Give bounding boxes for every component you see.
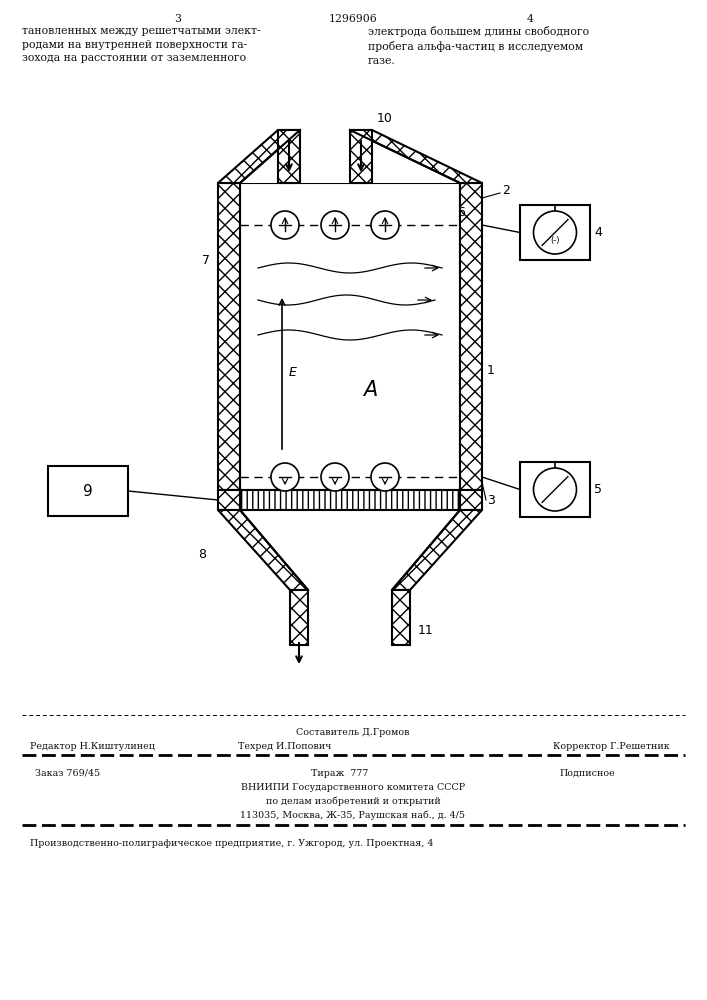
Text: 5: 5 (594, 483, 602, 496)
Text: 3: 3 (487, 493, 495, 506)
Circle shape (271, 211, 299, 239)
Polygon shape (218, 130, 300, 183)
Text: 1296906: 1296906 (329, 14, 378, 24)
Text: E: E (289, 366, 297, 379)
Text: A: A (363, 380, 377, 400)
Circle shape (321, 211, 349, 239)
Bar (240, 183, 460, 490)
Text: (-): (-) (550, 236, 560, 245)
Circle shape (321, 463, 349, 491)
Polygon shape (240, 130, 460, 183)
Bar (218, 490, 240, 510)
Text: 10: 10 (377, 112, 393, 125)
Circle shape (371, 463, 399, 491)
Bar (278, 130, 300, 183)
Text: электрода большем длины свободного
пробега альфа-частиц в исследуемом
газе.: электрода большем длины свободного пробе… (368, 26, 589, 66)
Text: 3: 3 (175, 14, 182, 24)
Text: 8: 8 (198, 548, 206, 562)
Polygon shape (350, 130, 482, 183)
Text: Подписное: Подписное (560, 769, 616, 778)
Text: 113035, Москва, Ж-35, Раушская наб., д. 4/5: 113035, Москва, Ж-35, Раушская наб., д. … (240, 811, 465, 820)
Circle shape (271, 463, 299, 491)
Text: Корректор Г.Решетник: Корректор Г.Решетник (554, 742, 670, 751)
Bar (392, 590, 410, 645)
Polygon shape (392, 510, 482, 590)
Text: Редактор Н.Киштулинец: Редактор Н.Киштулинец (30, 742, 155, 751)
Circle shape (534, 468, 576, 511)
Bar (520, 462, 590, 517)
Text: Заказ 769/45: Заказ 769/45 (35, 769, 100, 778)
Text: ВНИИПИ Государственного комитета СССР: ВНИИПИ Государственного комитета СССР (241, 783, 465, 792)
Text: 7: 7 (202, 253, 210, 266)
Bar (290, 590, 308, 645)
Text: Тираж  777: Тираж 777 (311, 769, 368, 778)
Polygon shape (240, 510, 460, 590)
Text: 1: 1 (487, 363, 495, 376)
Text: Составитель Д.Громов: Составитель Д.Громов (296, 728, 410, 737)
Bar (350, 130, 372, 183)
Text: 11: 11 (418, 624, 434, 637)
Bar (240, 490, 460, 510)
Bar (48, 466, 128, 516)
Text: тановленных между решетчатыми элект-
родами на внутренней поверхности га-
зохода: тановленных между решетчатыми элект- род… (22, 26, 261, 63)
Text: 6: 6 (457, 207, 465, 220)
Text: Техред И.Попович: Техред И.Попович (238, 742, 332, 751)
Polygon shape (218, 510, 308, 590)
Text: 2: 2 (502, 184, 510, 196)
Bar (520, 205, 590, 260)
Bar (218, 183, 240, 490)
Text: по делам изобретений и открытий: по делам изобретений и открытий (266, 797, 440, 806)
Text: 4: 4 (527, 14, 534, 24)
Bar (460, 490, 482, 510)
Text: 9: 9 (83, 484, 93, 498)
Text: 4: 4 (594, 226, 602, 239)
Bar (460, 183, 482, 490)
Text: Производственно-полиграфическое предприятие, г. Ужгород, ул. Проектная, 4: Производственно-полиграфическое предприя… (30, 839, 433, 848)
Circle shape (534, 211, 576, 254)
Circle shape (371, 211, 399, 239)
